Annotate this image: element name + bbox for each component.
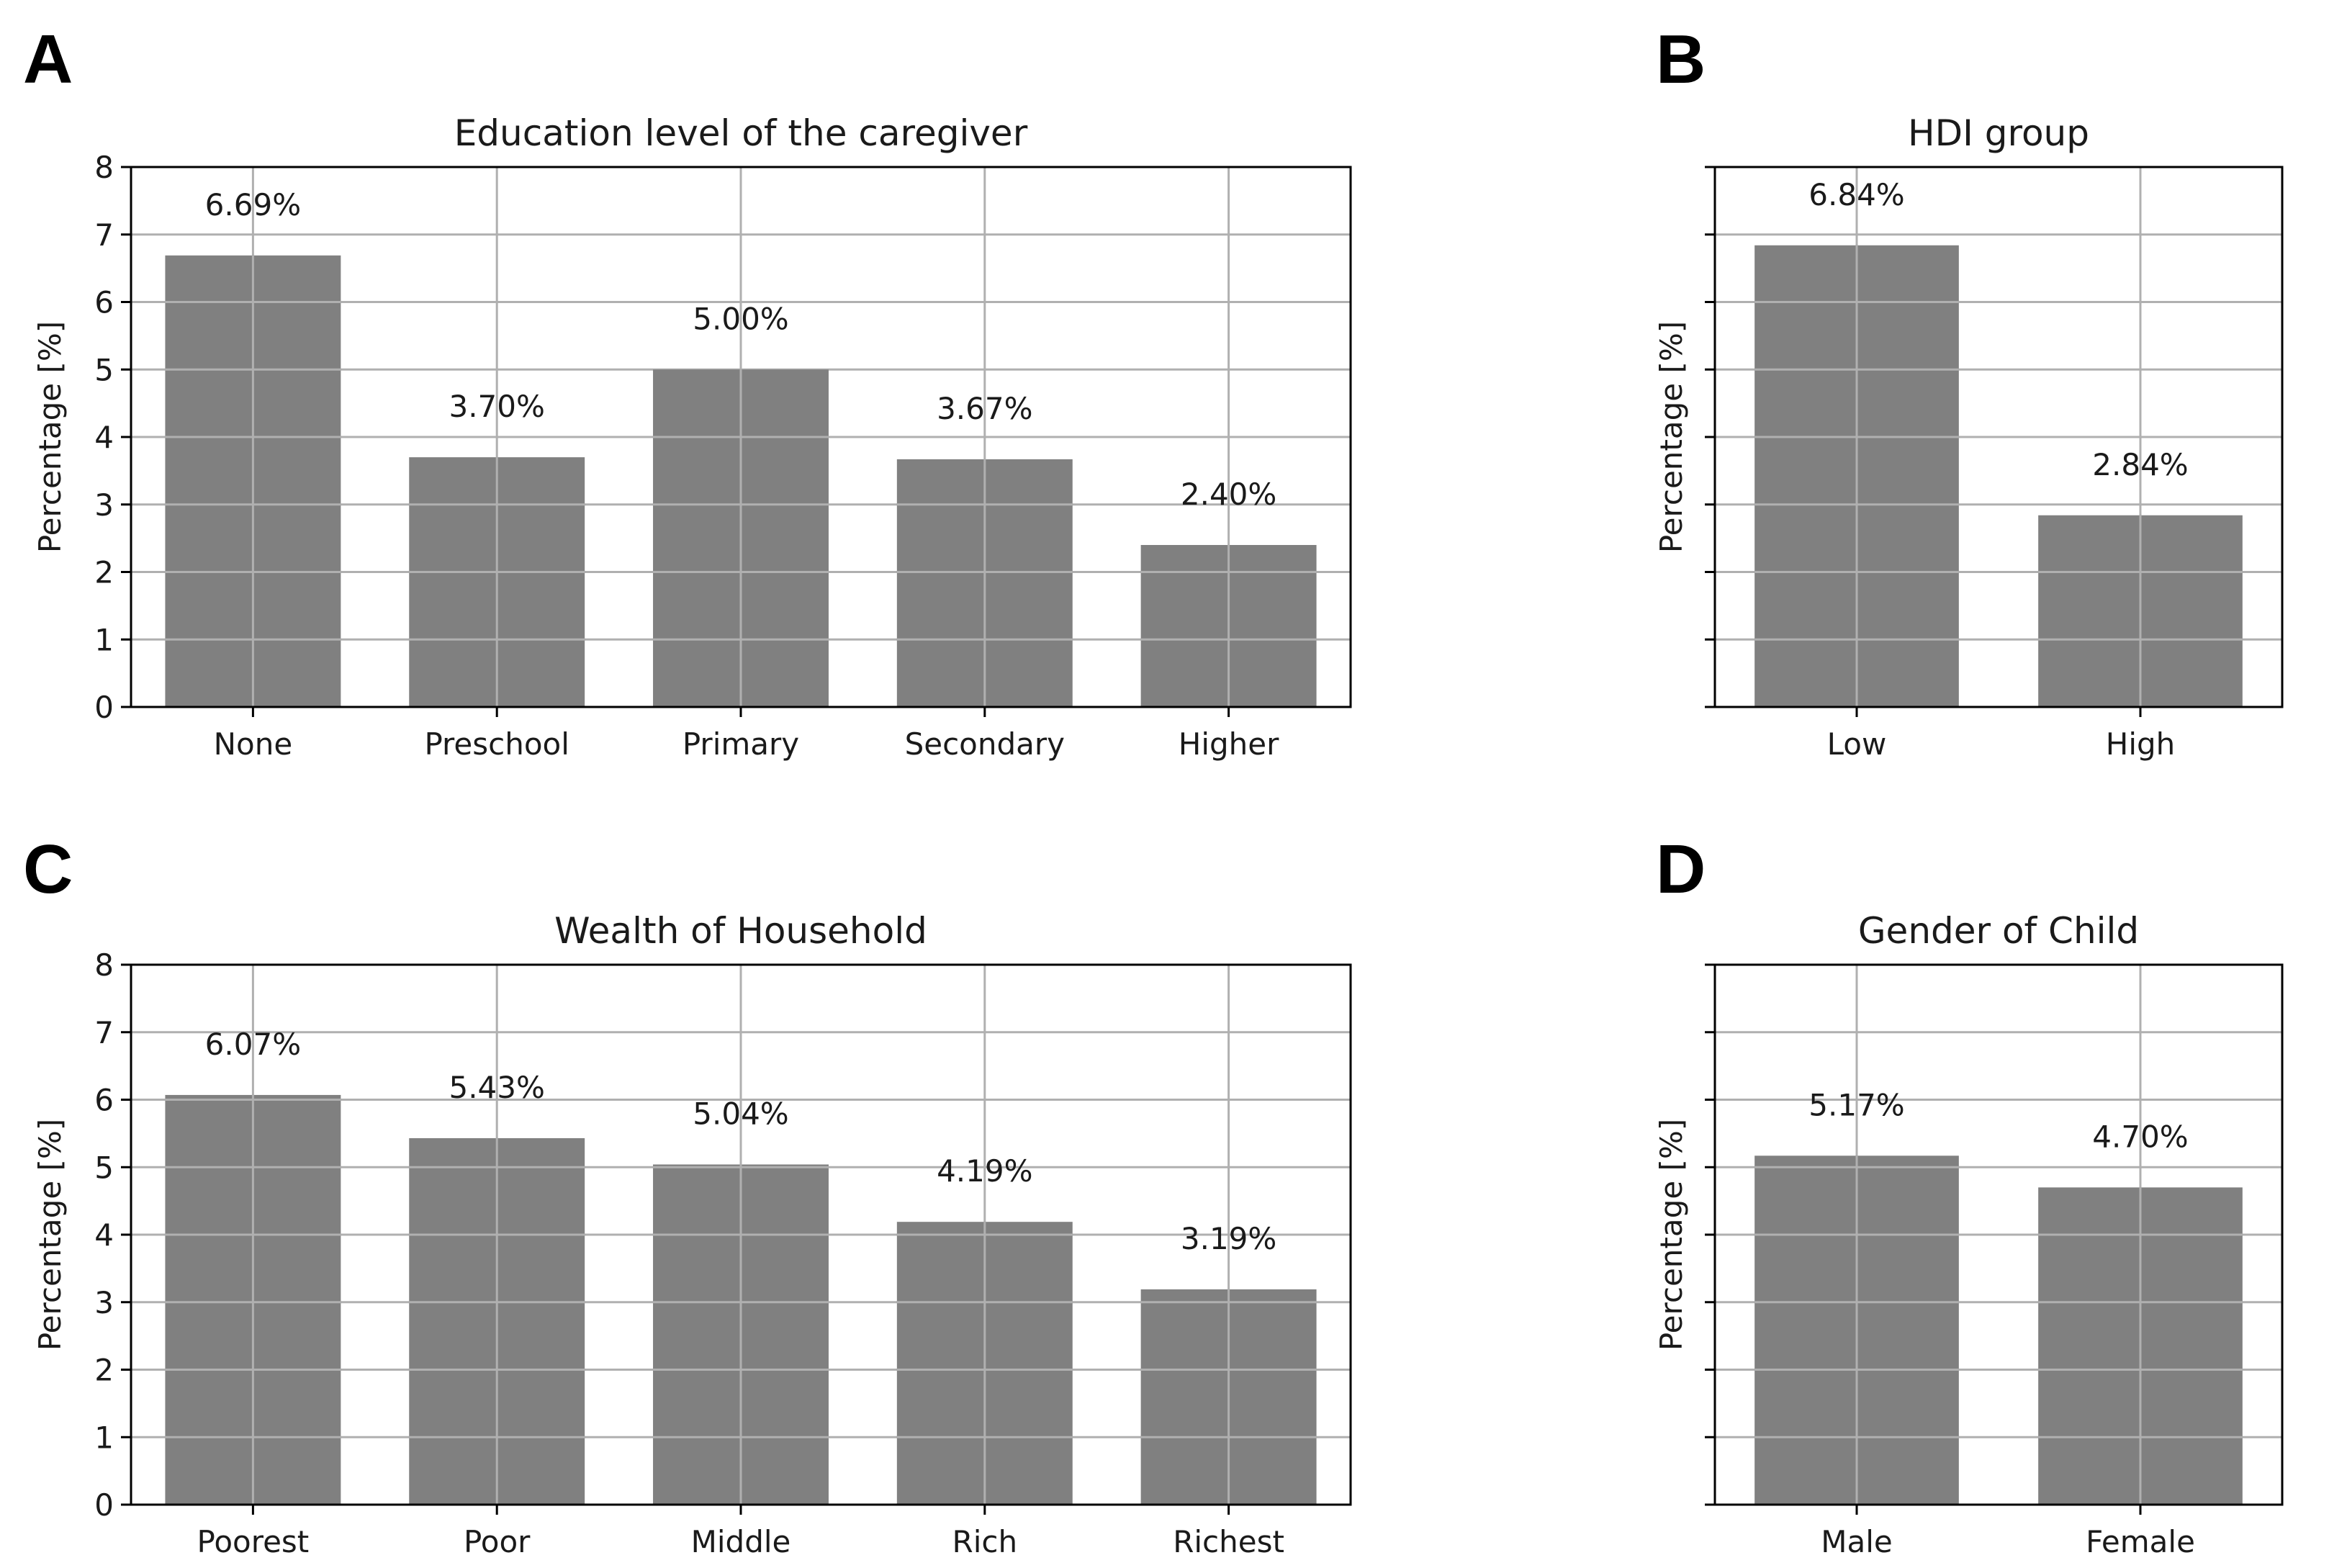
ytick-label-a-7: 7: [94, 217, 114, 253]
ytick-label-c-8: 8: [94, 947, 114, 983]
chart-title-b: HDI group: [1908, 112, 2089, 154]
panel-letter-a: A: [23, 21, 73, 98]
ylabel-b: Percentage [%]: [1654, 321, 1689, 553]
ytick-label-a-2: 2: [94, 555, 114, 590]
ytick-label-a-1: 1: [94, 622, 114, 657]
data-label-a-3: 3.67%: [937, 391, 1032, 426]
chart-title-a: Education level of the caregiver: [454, 112, 1028, 154]
panel-letter-b: B: [1656, 21, 1706, 98]
panel-letter-c: C: [23, 831, 73, 908]
data-label-c-2: 5.04%: [693, 1096, 788, 1132]
ytick-label-c-0: 0: [94, 1487, 114, 1523]
data-label-c-1: 5.43%: [449, 1070, 544, 1105]
ytick-label-c-6: 6: [94, 1083, 114, 1118]
chart-title-d: Gender of Child: [1858, 910, 2139, 952]
ytick-label-a-3: 3: [94, 487, 114, 523]
chart-panel-a: A Education level of the caregiver 6.69% 3.…: [23, 21, 1352, 762]
xtick-label-c-4: Richest: [1173, 1524, 1284, 1559]
chart-title-c: Wealth of Household: [554, 910, 927, 952]
data-label-c-0: 6.07%: [205, 1027, 301, 1062]
ylabel-a: Percentage [%]: [32, 321, 68, 553]
data-label-d-1: 4.70%: [2092, 1119, 2188, 1154]
ytick-label-a-6: 6: [94, 285, 114, 320]
data-label-b-1: 2.84%: [2092, 447, 2188, 482]
chart-panel-c: C Wealth of Household 6.07% 5.43% 5.04% 4.19%…: [23, 831, 1352, 1559]
ytick-label-a-4: 4: [94, 420, 114, 455]
ytick-label-a-5: 5: [94, 352, 114, 387]
data-label-b-0: 6.84%: [1808, 177, 1904, 212]
data-label-a-2: 5.00%: [693, 301, 788, 336]
xtick-label-b-1: High: [2106, 726, 2176, 762]
data-label-c-4: 3.19%: [1181, 1221, 1276, 1256]
ytick-label-c-1: 1: [94, 1420, 114, 1455]
xtick-label-a-1: Preschool: [424, 726, 569, 762]
xtick-label-d-1: Female: [2086, 1524, 2195, 1559]
ytick-label-a-8: 8: [94, 150, 114, 185]
xtick-label-c-0: Poorest: [197, 1524, 310, 1559]
data-label-a-0: 6.69%: [205, 187, 301, 222]
data-label-a-4: 2.40%: [1181, 477, 1276, 512]
xtick-label-a-4: Higher: [1179, 726, 1279, 762]
xtick-label-a-0: None: [214, 726, 293, 762]
xtick-label-c-3: Rich: [952, 1524, 1018, 1559]
xtick-label-d-0: Male: [1821, 1524, 1892, 1559]
ytick-label-c-3: 3: [94, 1285, 114, 1320]
ytick-label-c-5: 5: [94, 1150, 114, 1185]
data-label-c-3: 4.19%: [937, 1153, 1032, 1189]
xtick-label-a-3: Secondary: [905, 726, 1065, 762]
xtick-label-b-0: Low: [1827, 726, 1887, 762]
data-label-d-0: 5.17%: [1808, 1087, 1904, 1122]
xtick-label-c-1: Poor: [464, 1524, 531, 1559]
ylabel-c: Percentage [%]: [32, 1119, 68, 1351]
panel-letter-d: D: [1656, 831, 1706, 908]
ylabel-d: Percentage [%]: [1654, 1119, 1689, 1351]
xtick-label-c-2: Middle: [691, 1524, 791, 1559]
xtick-label-a-2: Primary: [683, 726, 799, 762]
ytick-label-a-0: 0: [94, 690, 114, 725]
chart-panel-d: D Gender of Child 5.17% 4.70% Male Female Perc…: [1654, 831, 2284, 1559]
data-label-a-1: 3.70%: [449, 389, 544, 424]
ytick-label-c-7: 7: [94, 1015, 114, 1050]
ytick-label-c-4: 4: [94, 1217, 114, 1253]
ytick-label-c-2: 2: [94, 1353, 114, 1388]
